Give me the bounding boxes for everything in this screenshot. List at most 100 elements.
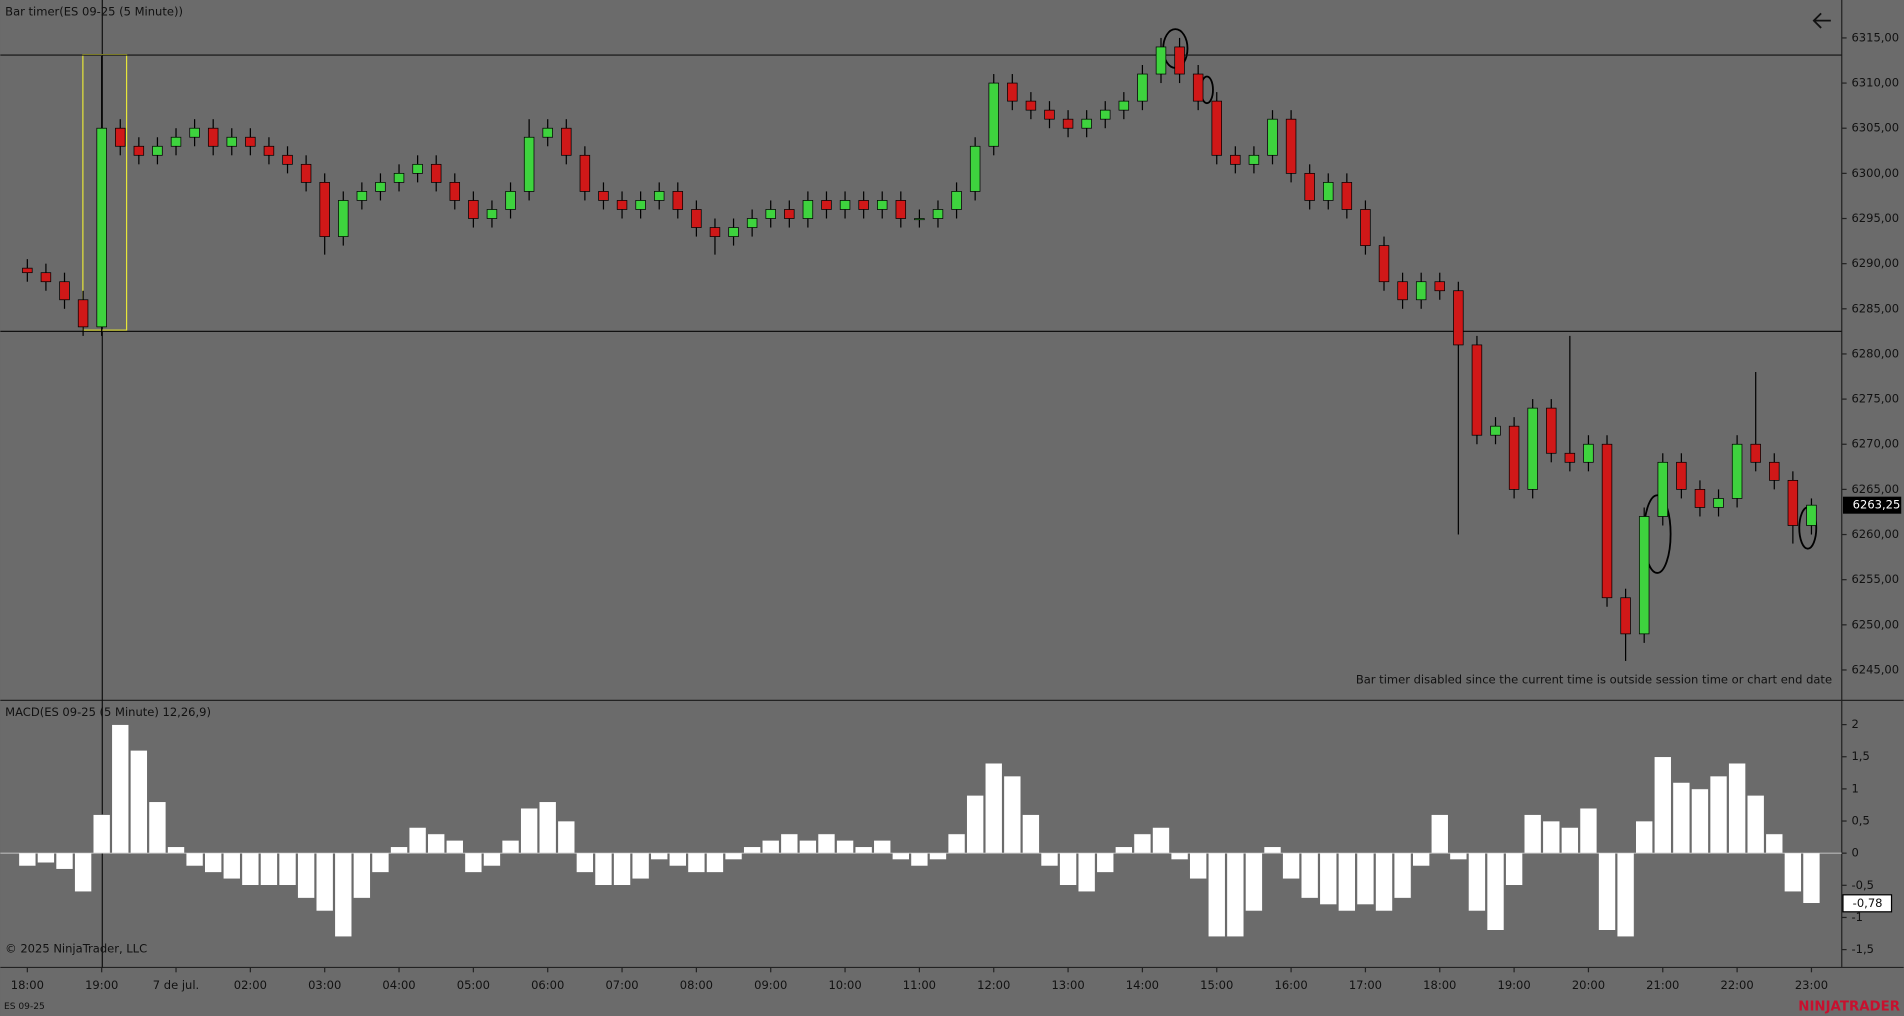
value-marker-label: -0,78 [1853, 896, 1883, 910]
histogram-bar [668, 852, 687, 867]
histogram-bar [1672, 782, 1691, 854]
candle-body [96, 127, 107, 328]
candle-body [1694, 489, 1706, 508]
candle-body [932, 209, 944, 219]
histogram-bar [353, 852, 371, 899]
histogram-bar [408, 827, 427, 854]
candle-body [1657, 461, 1668, 517]
histogram-bar [799, 840, 817, 854]
histogram-bar [1691, 788, 1709, 854]
histogram-bar [130, 750, 148, 854]
histogram-bar [1449, 852, 1468, 860]
candle-body [1583, 443, 1594, 463]
x-tick-label: 07:00 [605, 978, 638, 992]
value-marker [1842, 894, 1893, 913]
histogram-bar [780, 833, 799, 854]
candle-body [1025, 100, 1037, 111]
histogram-bar [743, 846, 761, 854]
candle-body [1471, 344, 1483, 436]
histogram-bar [631, 852, 650, 880]
candle-body [1100, 109, 1111, 120]
candle-body [375, 182, 386, 192]
histogram-bar [1784, 852, 1802, 893]
candle-body [1192, 73, 1204, 102]
histogram-bar [371, 852, 390, 873]
candle-body [1453, 290, 1464, 346]
histogram-bar [1133, 833, 1152, 854]
back-arrow[interactable] [1812, 12, 1831, 29]
candle-body [1397, 281, 1408, 301]
chart-title: Bar timer(ES 09-25 (5 Minute)) [5, 5, 183, 19]
histogram-bar [1152, 827, 1170, 854]
histogram-bar [1393, 852, 1412, 899]
y-tick-label: 6290,00 [1851, 256, 1899, 270]
y-tick-label: 6270,00 [1851, 437, 1899, 451]
candle-body [1415, 281, 1427, 301]
histogram-bar [222, 852, 241, 880]
candle-body [1527, 407, 1538, 490]
candle-body [300, 163, 312, 183]
indicator-title: MACD(ES 09-25 (5 Minute) 12,26,9) [5, 705, 211, 719]
candle-body [1360, 209, 1371, 246]
candle-body [505, 191, 516, 210]
candle-body [802, 200, 814, 219]
histogram-bar [37, 852, 55, 864]
x-tick-label: 21:00 [1646, 978, 1679, 992]
candle-body [1731, 443, 1743, 499]
candle-body [523, 136, 535, 192]
y-tick-label: 0,5 [1851, 814, 1869, 828]
histogram-bar [1115, 846, 1133, 854]
candle-body [1713, 498, 1724, 508]
histogram-bar [1542, 820, 1561, 854]
histogram-bar [910, 852, 929, 867]
candle-body [1769, 461, 1780, 481]
histogram-bar [92, 814, 111, 854]
candle-body [319, 182, 330, 237]
histogram-bar [687, 852, 706, 873]
candle-body [263, 145, 275, 156]
candle-body [672, 191, 684, 210]
x-tick-label: 7 de jul. [153, 978, 199, 992]
candle-body [839, 200, 851, 210]
histogram-bar [1226, 852, 1245, 938]
x-tick-label: 09:00 [754, 978, 787, 992]
histogram-bar [557, 820, 576, 854]
y-tick-label: 6315,00 [1851, 30, 1899, 44]
x-tick-label: 19:00 [1498, 978, 1531, 992]
histogram-bar [18, 852, 37, 867]
histogram-bar [334, 852, 353, 938]
histogram-bar [1430, 814, 1449, 854]
candle-body [245, 136, 256, 147]
histogram-bar [278, 852, 297, 886]
candle-body [207, 127, 219, 147]
histogram-bar [390, 846, 408, 854]
y-tick-label: 6255,00 [1851, 572, 1899, 586]
candle-body [1137, 73, 1148, 102]
candle-body [1564, 452, 1576, 463]
candle-body [412, 163, 423, 174]
candle-body [486, 209, 498, 219]
histogram-bar [650, 852, 669, 860]
candle-body [1044, 109, 1055, 120]
x-tick-label: 14:00 [1126, 978, 1159, 992]
histogram-bar [1263, 846, 1282, 854]
histogram-bar [892, 852, 910, 860]
y-tick-label: 6265,00 [1851, 482, 1899, 496]
x-tick-label: 19:00 [85, 978, 118, 992]
candle-body [1007, 82, 1018, 102]
histogram-bar [873, 840, 892, 854]
histogram-bar [594, 852, 613, 886]
histogram-bar [538, 801, 557, 854]
y-tick-label: 6260,00 [1851, 527, 1899, 541]
candle-body [914, 218, 925, 221]
histogram-bar [1468, 852, 1486, 912]
histogram-bar [966, 795, 984, 854]
x-tick-label: 08:00 [680, 978, 713, 992]
histogram-bar [1375, 852, 1393, 912]
y-tick-label: 6245,00 [1851, 662, 1899, 676]
candle-body [1676, 461, 1687, 490]
candle-body [709, 227, 721, 237]
x-tick-label: 02:00 [234, 978, 267, 992]
histogram-bar [1523, 814, 1542, 854]
